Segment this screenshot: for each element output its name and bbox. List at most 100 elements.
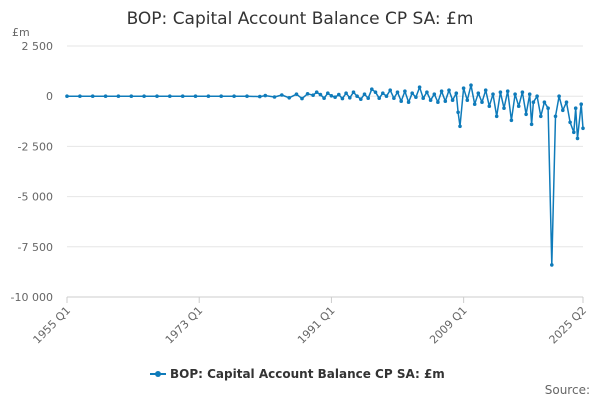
data-point[interactable] <box>465 98 470 102</box>
data-point[interactable] <box>403 89 407 93</box>
data-point[interactable] <box>373 90 378 94</box>
data-point[interactable] <box>366 96 371 100</box>
data-point[interactable] <box>280 93 284 97</box>
data-point[interactable] <box>494 114 499 119</box>
data-point[interactable] <box>258 94 262 99</box>
data-point[interactable] <box>333 95 337 99</box>
data-point[interactable] <box>384 94 389 98</box>
data-point[interactable] <box>443 99 448 103</box>
data-point[interactable] <box>78 94 82 98</box>
data-point[interactable] <box>359 97 363 101</box>
data-point[interactable] <box>487 104 492 108</box>
data-point[interactable] <box>103 94 108 98</box>
data-point[interactable] <box>263 93 268 98</box>
data-point[interactable] <box>491 92 495 96</box>
data-point[interactable] <box>561 108 565 113</box>
data-point[interactable] <box>524 112 528 117</box>
data-point[interactable] <box>456 110 460 115</box>
data-point[interactable] <box>300 96 304 101</box>
data-point[interactable] <box>432 92 437 96</box>
data-point[interactable] <box>129 94 134 98</box>
data-point[interactable] <box>428 98 433 102</box>
data-point[interactable] <box>469 83 473 87</box>
data-point[interactable] <box>206 94 211 98</box>
data-point[interactable] <box>272 95 277 99</box>
data-point[interactable] <box>553 114 558 119</box>
data-point[interactable] <box>116 94 121 98</box>
data-point[interactable] <box>168 94 172 98</box>
data-point[interactable] <box>232 94 236 98</box>
data-point[interactable] <box>311 93 315 97</box>
data-point[interactable] <box>461 86 466 90</box>
data-point[interactable] <box>318 92 323 97</box>
data-point[interactable] <box>572 130 576 135</box>
data-point[interactable] <box>568 120 572 125</box>
data-point[interactable] <box>337 92 341 97</box>
data-point[interactable] <box>388 88 393 92</box>
data-point[interactable] <box>414 95 418 99</box>
data-point[interactable] <box>322 96 326 100</box>
data-point[interactable] <box>355 94 359 98</box>
data-point[interactable] <box>454 91 459 95</box>
data-point[interactable] <box>542 100 547 104</box>
data-point[interactable] <box>410 91 415 95</box>
data-point[interactable] <box>439 89 444 93</box>
data-point[interactable] <box>581 126 585 131</box>
data-point[interactable] <box>193 94 198 98</box>
data-point[interactable] <box>502 106 506 110</box>
data-point[interactable] <box>529 122 534 127</box>
data-point[interactable] <box>520 90 525 94</box>
data-point[interactable] <box>483 88 488 92</box>
data-point[interactable] <box>245 94 249 98</box>
data-point[interactable] <box>399 99 404 103</box>
data-point[interactable] <box>362 92 367 96</box>
data-point[interactable] <box>395 90 400 94</box>
data-point[interactable] <box>377 96 382 100</box>
data-point[interactable] <box>294 92 299 96</box>
data-point[interactable] <box>351 90 356 94</box>
data-point[interactable] <box>450 98 455 102</box>
data-point[interactable] <box>370 87 374 91</box>
legend[interactable]: BOP: Capital Account Balance CP SA: £m <box>150 367 445 381</box>
data-point[interactable] <box>219 94 223 98</box>
data-point[interactable] <box>340 96 345 101</box>
data-point[interactable] <box>539 114 543 119</box>
data-point[interactable] <box>513 92 517 96</box>
data-point[interactable] <box>329 94 334 98</box>
data-point[interactable] <box>326 91 330 95</box>
data-point[interactable] <box>573 106 578 110</box>
data-point[interactable] <box>142 94 146 98</box>
data-point[interactable] <box>90 94 95 98</box>
data-point[interactable] <box>498 90 503 94</box>
data-point[interactable] <box>381 91 385 95</box>
data-point[interactable] <box>344 91 348 95</box>
data-point[interactable] <box>476 91 481 95</box>
data-point[interactable] <box>531 100 536 104</box>
data-point[interactable] <box>472 102 477 106</box>
data-point[interactable] <box>392 96 396 100</box>
data-point[interactable] <box>579 102 583 106</box>
data-point[interactable] <box>406 100 411 104</box>
data-point[interactable] <box>535 94 539 98</box>
data-point[interactable] <box>348 96 352 100</box>
data-point[interactable] <box>550 263 554 267</box>
data-point[interactable] <box>421 96 426 100</box>
data-point[interactable] <box>516 104 521 108</box>
data-point[interactable] <box>180 94 185 98</box>
data-point[interactable] <box>575 136 580 141</box>
data-point[interactable] <box>287 96 292 100</box>
data-point[interactable] <box>436 100 440 104</box>
data-point[interactable] <box>305 92 310 96</box>
data-point[interactable] <box>458 124 462 129</box>
data-point[interactable] <box>564 100 569 104</box>
data-point[interactable] <box>557 94 561 98</box>
data-point[interactable] <box>314 90 319 94</box>
data-point[interactable] <box>480 100 484 104</box>
data-point[interactable] <box>417 85 422 89</box>
data-point[interactable] <box>447 88 451 92</box>
data-point[interactable] <box>527 92 532 96</box>
data-point[interactable] <box>65 94 69 98</box>
data-point[interactable] <box>425 90 429 94</box>
data-point[interactable] <box>509 118 514 123</box>
data-point[interactable] <box>155 94 159 98</box>
